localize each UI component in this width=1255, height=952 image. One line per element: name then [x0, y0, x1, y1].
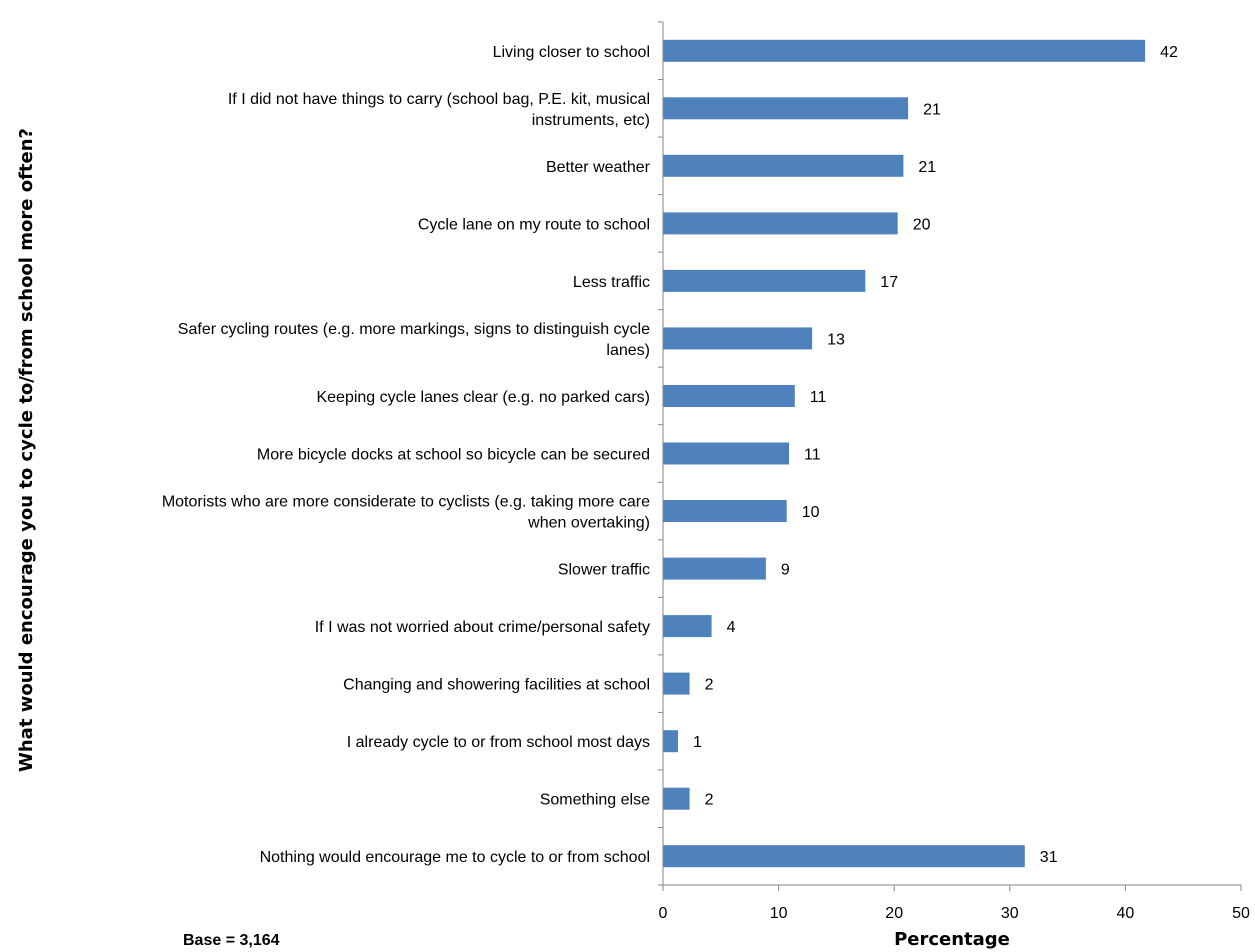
data-label: 11 — [810, 389, 827, 406]
x-tick-label: 0 — [659, 905, 668, 922]
bar — [663, 154, 904, 177]
bar — [663, 212, 898, 235]
category-label: instruments, etc) — [532, 112, 650, 129]
category-label: Keeping cycle lanes clear (e.g. no parke… — [316, 389, 650, 406]
category-label: Slower traffic — [558, 562, 650, 579]
base-footnote: Base = 3,164 — [183, 932, 280, 949]
y-axis-title: What would encourage you to cycle to/fro… — [16, 128, 37, 772]
x-tick-label: 50 — [1232, 905, 1250, 922]
data-label: 10 — [802, 504, 820, 521]
bars — [663, 39, 1146, 868]
x-tick-label: 20 — [885, 905, 903, 922]
data-label: 13 — [827, 331, 845, 348]
category-label: If I was not worried about crime/persona… — [315, 619, 650, 636]
data-label: 2 — [705, 792, 714, 809]
data-label: 20 — [913, 216, 931, 233]
category-label: If I did not have things to carry (schoo… — [228, 91, 650, 108]
bar — [663, 97, 909, 120]
data-label: 21 — [923, 101, 941, 118]
bar — [663, 442, 789, 465]
data-label: 4 — [727, 619, 736, 636]
bar — [663, 557, 766, 580]
bar — [663, 845, 1025, 868]
bar — [663, 269, 866, 292]
bar — [663, 39, 1146, 62]
data-label: 17 — [880, 274, 898, 291]
bar — [663, 787, 690, 810]
data-label: 1 — [693, 734, 702, 751]
category-label: lanes) — [606, 342, 650, 359]
x-axis-ticks: 0 10 20 30 40 50 — [659, 885, 1250, 922]
category-label: Something else — [540, 792, 650, 809]
category-label: when overtaking) — [527, 515, 650, 532]
bar — [663, 500, 787, 522]
x-tick-label: 10 — [770, 905, 788, 922]
category-label: More bicycle docks at school so bicycle … — [257, 447, 650, 464]
category-labels: Living closer to school If I did not have… — [162, 44, 651, 866]
bar — [663, 385, 795, 407]
category-label: Living closer to school — [493, 44, 650, 61]
data-label: 31 — [1040, 849, 1058, 866]
x-tick-label: 30 — [1001, 905, 1019, 922]
category-label: Motorists who are more considerate to cy… — [162, 494, 650, 511]
bar — [663, 730, 678, 753]
bar — [663, 327, 813, 350]
x-tick-label: 40 — [1117, 905, 1135, 922]
data-label: 11 — [804, 447, 821, 464]
category-label: Better weather — [546, 159, 651, 176]
bar — [663, 672, 690, 695]
data-label: 9 — [781, 562, 790, 579]
data-label: 21 — [918, 159, 936, 176]
data-label: 42 — [1160, 44, 1178, 61]
category-label: Changing and showering facilities at sch… — [343, 677, 650, 694]
data-label: 2 — [705, 677, 714, 694]
x-axis-title: Percentage — [894, 929, 1010, 950]
bar — [663, 615, 712, 638]
category-label: Safer cycling routes (e.g. more markings… — [178, 321, 650, 338]
category-label: Less traffic — [573, 274, 650, 291]
axes — [658, 21, 1241, 886]
category-label: Nothing would encourage me to cycle to o… — [260, 849, 650, 866]
category-label: Cycle lane on my route to school — [418, 216, 650, 233]
category-label: I already cycle to or from school most d… — [347, 734, 650, 751]
